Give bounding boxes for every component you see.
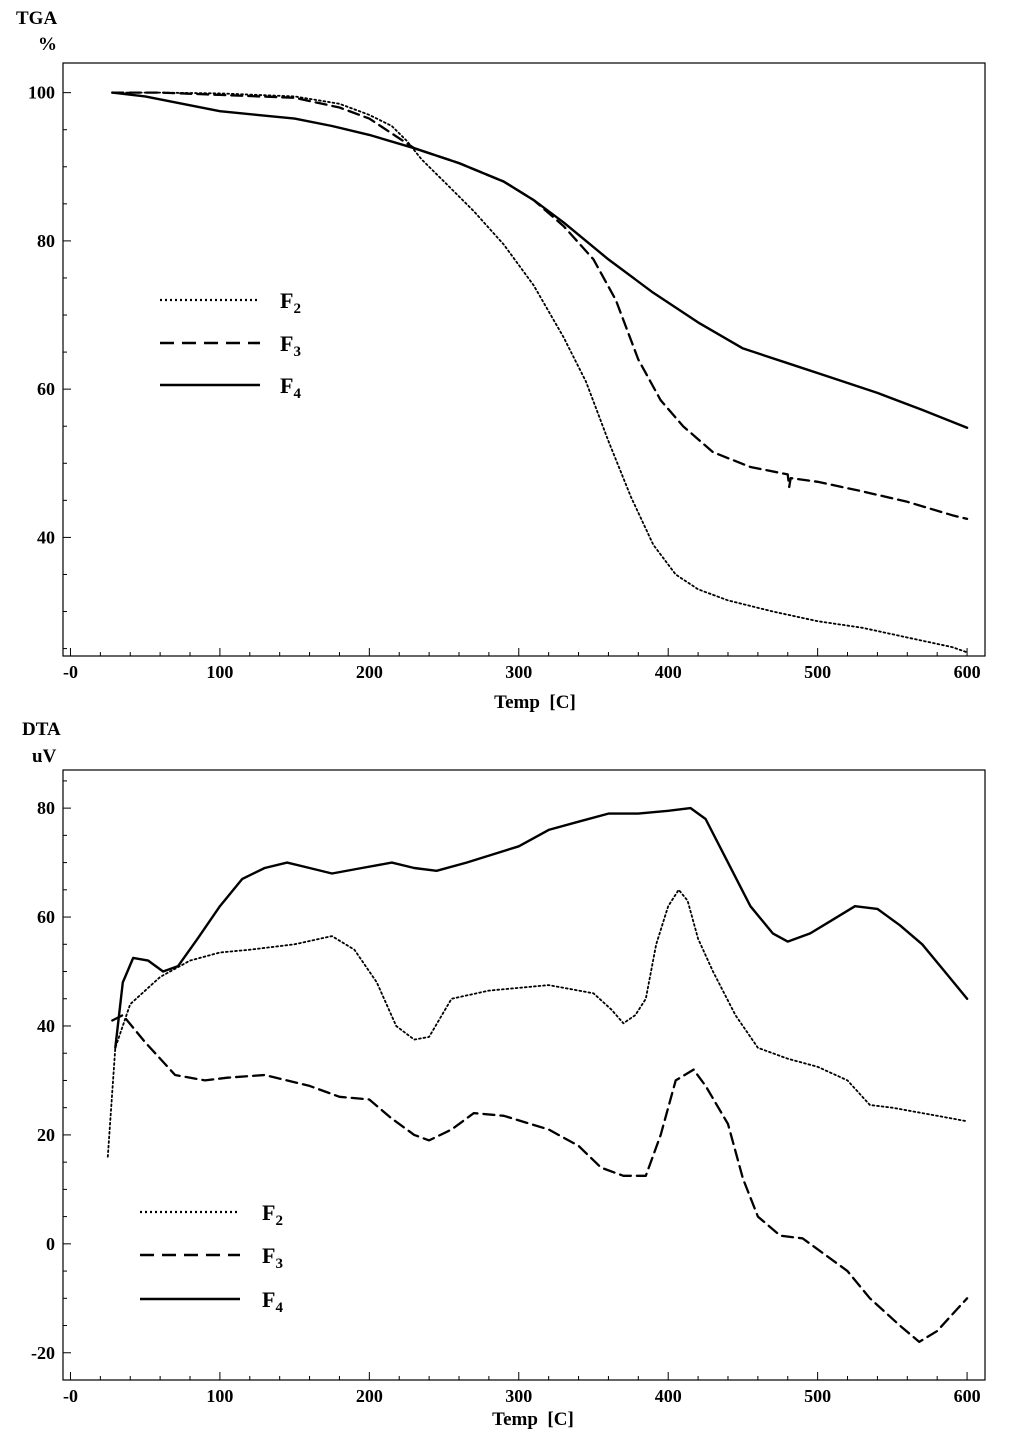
dta-x-tick-labels: -0 100 200 300 400 500 600 <box>63 1386 981 1406</box>
tga-legend-label-f2: F2 <box>280 288 301 317</box>
dta-ticks <box>63 780 968 1381</box>
tga-x-tick-label: -0 <box>63 662 78 682</box>
tga-x-tick-label: 500 <box>804 662 831 682</box>
tga-x-tick-label: 600 <box>954 662 981 682</box>
dta-legend: F2 F3 F4 <box>140 1200 283 1316</box>
dta-series-f3-line <box>111 1013 969 1344</box>
tga-series-f3-line <box>111 91 969 521</box>
tga-plot-frame <box>62 62 986 657</box>
tga-x-tick-label: 400 <box>655 662 682 682</box>
dta-y-tick-label: 0 <box>46 1234 55 1254</box>
tga-xlabel: Temp [C] <box>494 692 576 713</box>
dta-ylabel-line2: uV <box>32 746 57 767</box>
dta-x-tick-label: 600 <box>954 1386 981 1406</box>
tga-y-tick-labels: 40 60 80 100 <box>28 83 55 548</box>
dta-series-f2-line <box>106 888 968 1158</box>
tga-ticks <box>63 92 968 656</box>
tga-x-tick-labels: -0 100 200 300 400 500 600 <box>63 662 981 682</box>
tga-x-tick-label: 300 <box>505 662 532 682</box>
dta-series-lines <box>106 806 969 1344</box>
tga-legend-label-f4: F4 <box>280 373 301 402</box>
dta-y-tick-label: 60 <box>37 907 55 927</box>
dta-y-tick-label: 20 <box>37 1125 55 1145</box>
tga-x-tick-label: 100 <box>206 662 233 682</box>
dta-y-tick-labels: -20 0 20 40 60 80 <box>31 798 55 1363</box>
dta-xlabel: Temp [C] <box>492 1409 574 1430</box>
dta-y-tick-label: 40 <box>37 1016 55 1036</box>
tga-series-f4-line <box>111 91 969 429</box>
dta-legend-label-f2: F2 <box>262 1200 283 1229</box>
tga-chart: TGA % -0 100 200 300 400 500 600 40 60 80 100 Tem… <box>16 8 986 713</box>
tga-series-lines <box>111 91 969 654</box>
dta-x-tick-label: 100 <box>206 1386 233 1406</box>
dta-legend-label-f3: F3 <box>262 1243 283 1272</box>
dta-x-tick-label: 400 <box>655 1386 682 1406</box>
tga-y-tick-label: 40 <box>37 527 55 547</box>
tga-series-f2-line <box>111 91 968 654</box>
dta-x-tick-label: 500 <box>804 1386 831 1406</box>
dta-y-tick-label: -20 <box>31 1343 55 1363</box>
tga-x-tick-label: 200 <box>356 662 383 682</box>
tga-ylabel-line2: % <box>38 34 57 55</box>
dta-plot-frame <box>62 769 986 1381</box>
tga-legend: F2 F3 F4 <box>160 288 301 402</box>
dta-x-tick-label: 300 <box>505 1386 532 1406</box>
dta-legend-label-f4: F4 <box>262 1287 283 1316</box>
tga-ylabel-line1: TGA <box>16 8 57 29</box>
dta-chart: DTA uV -0 100 200 300 400 500 600 -20 0 20 40 60 80… <box>22 719 986 1430</box>
tga-legend-label-f3: F3 <box>280 331 301 360</box>
dta-x-tick-label: -0 <box>63 1386 78 1406</box>
dta-ylabel-line1: DTA <box>22 719 61 740</box>
dta-series-f4-line <box>114 806 969 1049</box>
dta-x-tick-label: 200 <box>356 1386 383 1406</box>
tga-y-tick-label: 100 <box>28 83 55 103</box>
tga-y-tick-label: 80 <box>37 231 55 251</box>
dta-y-tick-label: 80 <box>37 798 55 818</box>
tga-y-tick-label: 60 <box>37 379 55 399</box>
